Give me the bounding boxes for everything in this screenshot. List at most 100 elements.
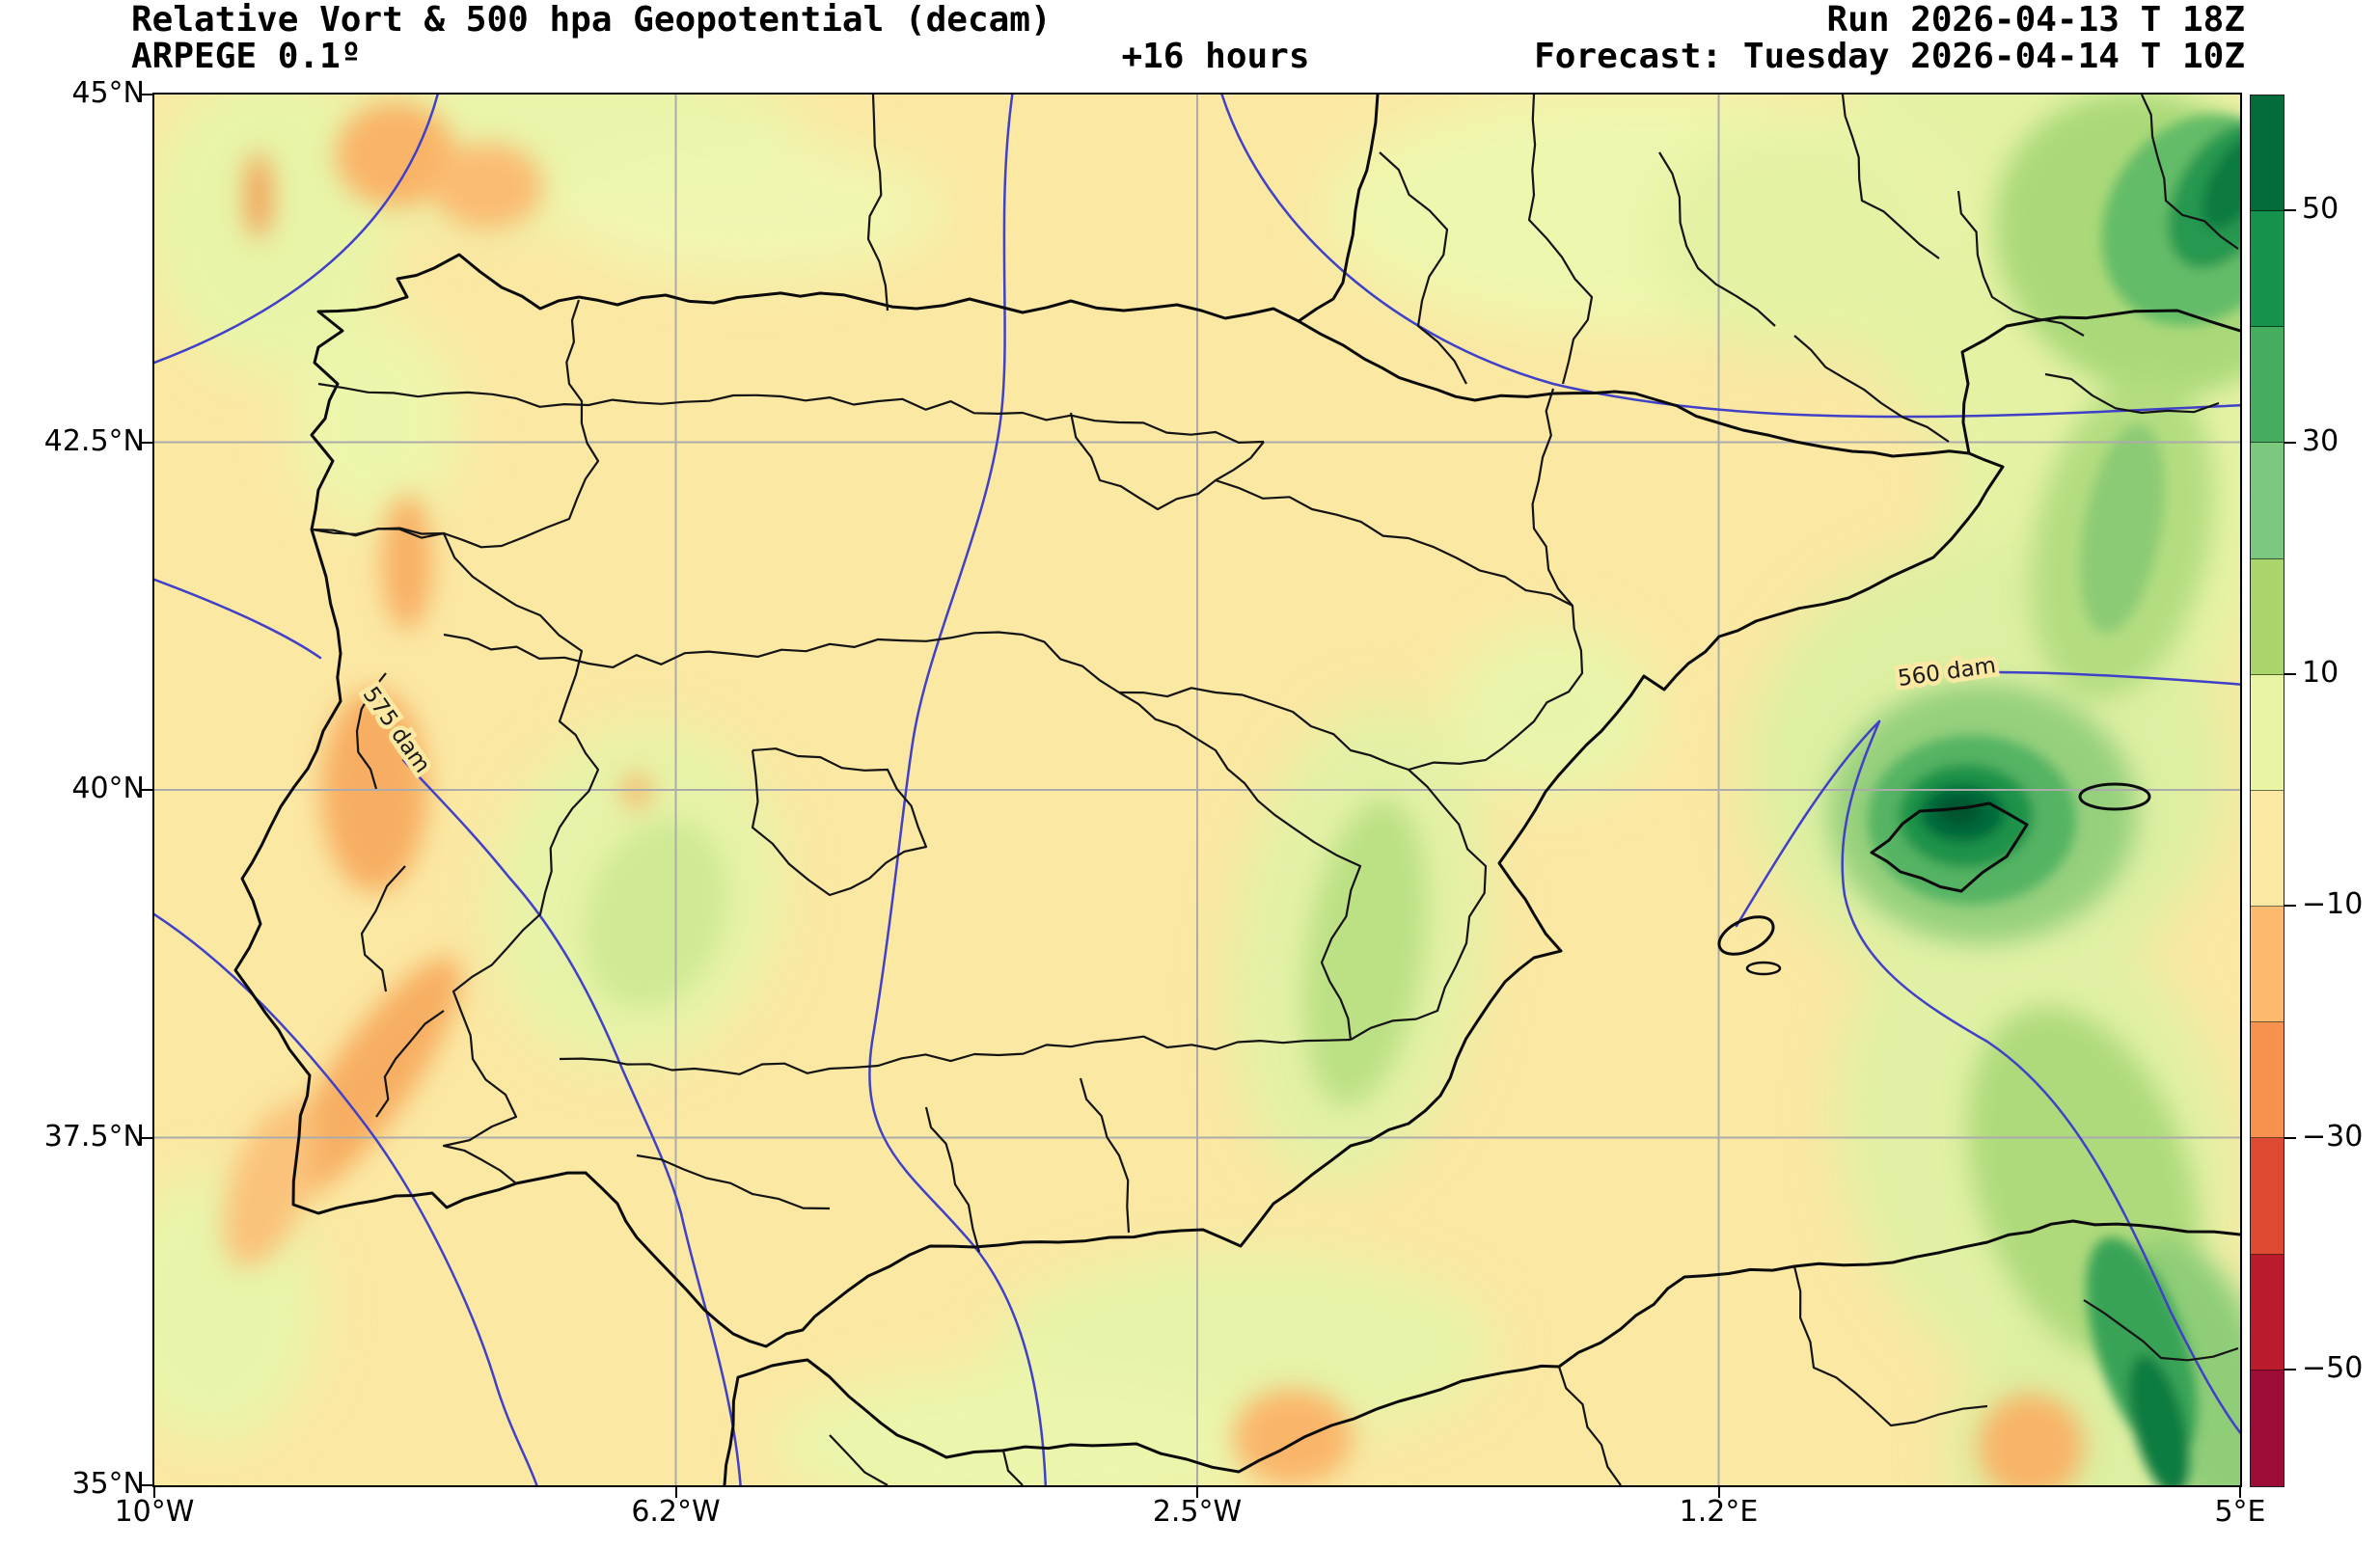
colorbar-segment [2251,558,2284,675]
x-axis-tick [1196,1485,1198,1498]
y-axis-tick [141,94,153,95]
forecast-label: Forecast: Tuesday 2026-04-14 T 10Z [1534,37,2245,76]
vorticity-core-blob [2080,423,2165,634]
admin-boundary [1527,95,1594,385]
admin-boundary [1793,335,1950,443]
coastline [723,1219,2240,1485]
admin-boundary [317,382,1265,444]
coastline [1960,309,2240,455]
geopotential-contour [154,578,322,660]
run-label: Run 2026-04-13 T 18Z [1826,0,2245,40]
colorbar-segment [2251,211,2284,328]
colorbar-tick-label: −30 [2302,1119,2364,1153]
vorticity-blob [772,1368,1273,1485]
vorticity-core-blob [2202,133,2240,230]
admin-boundary [924,1106,981,1253]
y-axis-tick-label: 37.5°N [43,1119,145,1153]
colorbar [2250,95,2284,1487]
vorticity-blob [585,820,727,1009]
negative-vorticity-blob [382,495,432,630]
geopotential-contour [868,95,1048,1485]
geopotential-contour [1220,95,2240,419]
chart-title: Relative Vort & 500 hpa Geopotential (de… [131,0,1052,40]
geopotential-contour [1993,670,2240,686]
x-axis-tick [674,1485,677,1498]
geopotential-contour [154,95,439,365]
vorticity-fill-negative [223,101,2084,1485]
vorticity-core-blob [1937,797,1982,826]
admin-boundary [1956,190,2085,337]
admin-boundary [866,95,889,312]
admin-boundary [1350,769,1488,1041]
coastline [1870,801,2029,893]
geopotential-contour [1841,719,2240,1435]
coastline [1297,95,1380,323]
colorbar-segment [2251,674,2284,791]
vorticity-blob [1447,625,1659,799]
admin-boundary [375,1010,445,1118]
admin-boundary [1079,1077,1131,1234]
colorbar-tick [2284,441,2296,444]
x-axis-tick [1717,1485,1720,1498]
admin-boundary [1118,388,1584,772]
colorbar-segment [2251,790,2284,908]
x-axis-tick-label: 2.5°W [1152,1495,1243,1529]
vorticity-blob [560,143,945,278]
negative-vorticity-blob [282,957,461,1200]
negative-vorticity-blob [1978,1394,2084,1485]
admin-boundary [360,865,406,992]
negative-vorticity-blob [223,1101,317,1267]
x-axis-tick [153,1485,155,1498]
colorbar-tick [2284,905,2296,908]
colorbar-tick-label: 50 [2302,192,2339,227]
admin-boundary [2044,372,2220,415]
admin-boundary [1379,151,1467,385]
colorbar-tick-label: 10 [2302,655,2339,690]
colorbar-tick-label: 30 [2302,423,2339,458]
y-axis-tick [141,1484,153,1486]
formentera-island [1745,961,1782,976]
y-axis-tick-label: 40°N [71,772,145,805]
negative-vorticity-blob [245,152,272,239]
admin-boundary [829,1434,889,1485]
admin-boundary [1658,151,1776,327]
colorbar-tick [2284,672,2296,675]
colorbar-tick [2284,1136,2296,1139]
coastline [1297,319,1971,458]
admin-boundary [1118,692,1362,1041]
admin-boundary [311,528,600,1184]
y-axis-tick [141,1136,153,1139]
vorticity-blob [1650,123,1939,355]
vorticity-blob [1303,800,1427,1106]
admin-boundary [751,747,928,897]
admin-boundary [1215,478,1573,607]
geopotential-contour [401,758,742,1485]
admin-boundary [1001,1450,1024,1485]
y-axis-tick [141,441,153,444]
menorca-island [2078,782,2151,811]
ibiza-island [1717,915,1775,956]
colorbar-segment [2251,1254,2284,1371]
model-label: ARPEGE 0.1º [131,37,362,76]
colorbar-tick [2284,1368,2296,1371]
colorbar-segment [2251,907,2284,1023]
vorticity-blob [289,316,463,529]
colorbar-tick-label: −50 [2302,1350,2364,1385]
admin-boundary [443,631,1120,693]
admin-boundary [1069,412,1265,511]
y-axis-tick-label: 45°N [71,76,145,110]
vorticity-core-blob [2128,1354,2190,1485]
admin-boundary [2141,95,2239,250]
colorbar-segment [2251,95,2284,212]
coastlines-and-borders [233,95,2240,1485]
negative-vorticity-blob [1233,1389,1353,1485]
admin-boundary [1557,1366,1622,1485]
x-axis-tick-label: 5°E [2214,1495,2266,1529]
y-axis-tick-label: 35°N [71,1467,145,1501]
y-axis-tick-label: 42.5°N [43,423,145,458]
lead-time-label: +16 hours [1121,37,1310,76]
colorbar-tick-label: −10 [2302,887,2364,922]
map-area: 575 dam 560 dam [152,93,2242,1487]
graticule-gridlines [154,95,2240,1485]
